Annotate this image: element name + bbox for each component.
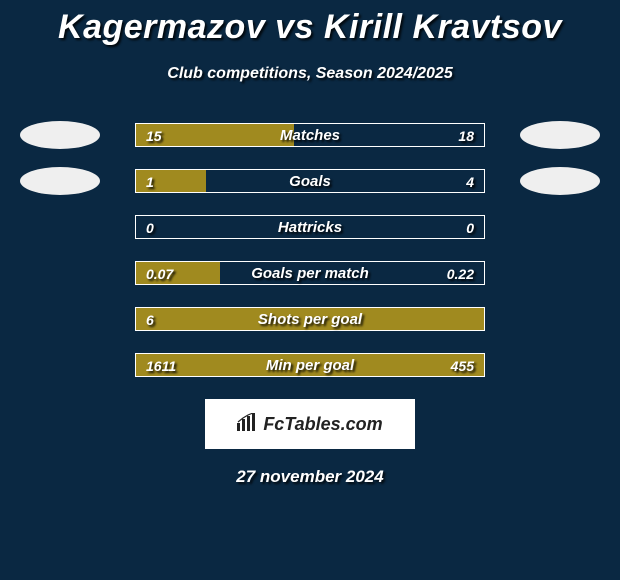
stat-row: 00Hattricks xyxy=(0,215,620,239)
logo-text: FcTables.com xyxy=(263,414,382,435)
stat-row: 1518Matches xyxy=(0,123,620,147)
bar-track: 00Hattricks xyxy=(135,215,485,239)
date-text: 27 november 2024 xyxy=(0,467,620,487)
bar-track: 0.070.22Goals per match xyxy=(135,261,485,285)
logo-box: FcTables.com xyxy=(205,399,415,449)
badge-left xyxy=(20,167,100,195)
bar-track: 14Goals xyxy=(135,169,485,193)
bar-label: Hattricks xyxy=(136,216,484,240)
bar-label: Matches xyxy=(136,124,484,148)
bar-label: Shots per goal xyxy=(136,308,484,332)
bar-track: 1611455Min per goal xyxy=(135,353,485,377)
badge-left xyxy=(20,121,100,149)
bar-label: Goals per match xyxy=(136,262,484,286)
badge-right xyxy=(520,121,600,149)
stat-row: 6Shots per goal xyxy=(0,307,620,331)
bar-label: Min per goal xyxy=(136,354,484,378)
badge-right xyxy=(520,167,600,195)
stat-row: 14Goals xyxy=(0,169,620,193)
page-subtitle: Club competitions, Season 2024/2025 xyxy=(0,65,620,83)
stat-row: 1611455Min per goal xyxy=(0,353,620,377)
chart-icon xyxy=(237,413,259,436)
bar-track: 6Shots per goal xyxy=(135,307,485,331)
bar-label: Goals xyxy=(136,170,484,194)
bar-track: 1518Matches xyxy=(135,123,485,147)
stats-area: 1518Matches 14Goals 00Hattricks 0.070.22Goa… xyxy=(0,123,620,377)
stat-row: 0.070.22Goals per match xyxy=(0,261,620,285)
page-title: Kagermazov vs Kirill Kravtsov xyxy=(0,0,620,47)
